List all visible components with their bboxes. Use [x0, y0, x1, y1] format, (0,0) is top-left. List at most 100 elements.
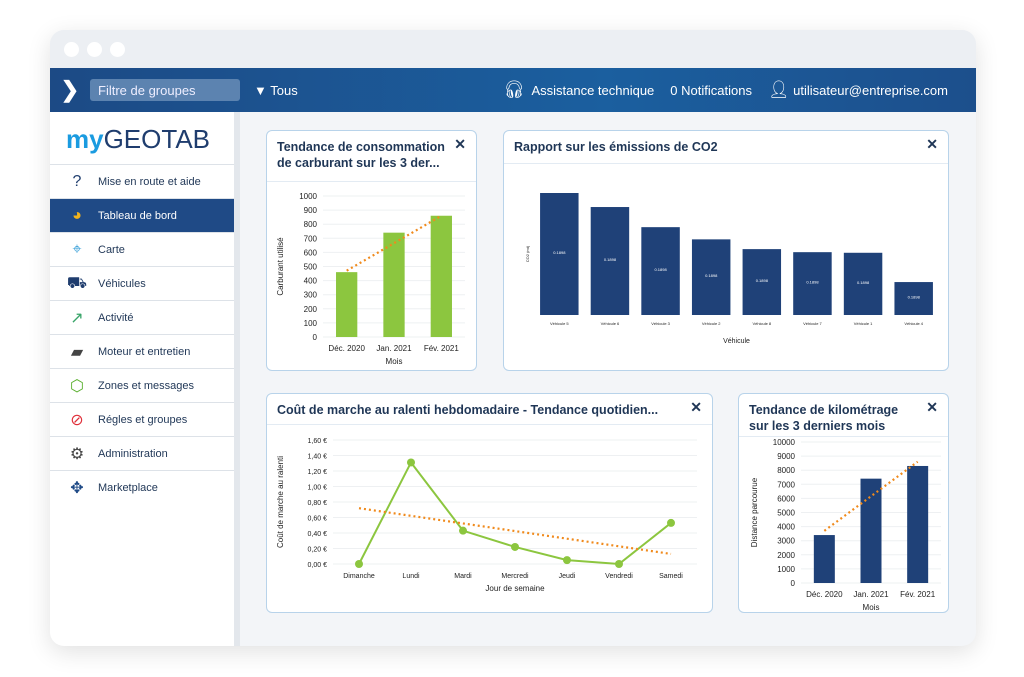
user-menu[interactable]: 👤︎ utilisateur@entreprise.com — [768, 80, 948, 100]
close-icon[interactable]: ✕ — [690, 399, 702, 415]
group-dropdown[interactable]: ▼ Tous — [254, 83, 298, 98]
map-icon: ⌖ — [72, 240, 82, 258]
x-tick-label: Lundi — [402, 573, 420, 580]
y-tick-label: 1,00 € — [308, 485, 328, 492]
window-dot[interactable] — [110, 41, 125, 57]
sidebar-item-label: Activité — [98, 311, 134, 324]
idle-cost-card: Coût de marche au ralenti hebdomadaire -… — [266, 393, 713, 613]
y-tick-label: 9000 — [777, 452, 795, 461]
logo-my: my — [66, 124, 104, 154]
bar-value-label: 0.1898 — [857, 280, 870, 285]
sidebar-item[interactable]: ⬡ Zones et messages — [50, 368, 234, 402]
y-tick-label: 7000 — [777, 480, 795, 489]
y-tick-label: 1,60 € — [308, 438, 328, 445]
x-tick-label: Véhicule 2 — [702, 321, 721, 326]
sidebar-item[interactable]: ⌖ Carte — [50, 232, 234, 266]
y-tick-label: 400 — [304, 277, 318, 286]
y-tick-label: 0,60 € — [308, 516, 328, 523]
sidebar-item[interactable]: ✥ Marketplace — [50, 470, 234, 504]
sidebar-item-label: Carte — [98, 243, 125, 256]
sidebar-item[interactable]: ? Mise en route et aide — [50, 164, 234, 198]
y-tick-label: 100 — [304, 319, 318, 328]
bar — [843, 252, 883, 315]
sidebar-item-label: Marketplace — [98, 481, 158, 494]
support-label: Assistance technique — [531, 83, 655, 98]
y-tick-label: 0 — [313, 333, 318, 342]
window-dot[interactable] — [64, 41, 79, 57]
sidebar-item[interactable]: ◕ Tableau de bord — [50, 198, 234, 232]
y-tick-label: 300 — [304, 291, 318, 300]
y-tick-label: 2000 — [777, 551, 795, 560]
support-link[interactable]: 🎧︎ Assistance technique — [503, 80, 654, 100]
x-tick-label: Mardi — [454, 573, 472, 580]
gear-icon: ⚙ — [69, 445, 85, 463]
window-titlebar — [50, 30, 976, 68]
x-tick-label: Samedi — [659, 573, 683, 580]
sidebar-item[interactable]: ⚙ Administration — [50, 436, 234, 470]
data-point — [511, 542, 519, 551]
data-point — [355, 560, 363, 568]
close-icon[interactable]: ✕ — [454, 136, 466, 152]
sidebar-item-label: Régles et groupes — [98, 413, 188, 426]
fuel-trend-card: Tendance de consommation de carburant sur… — [266, 130, 477, 371]
truck-icon: ⛟ — [66, 274, 88, 292]
bar — [860, 478, 882, 583]
y-tick-label: 1,20 € — [308, 469, 328, 476]
y-axis-title: Coût de marche au ralenti — [276, 456, 285, 548]
card-title: Coût de marche au ralenti hebdomadaire -… — [277, 403, 659, 417]
sidebar-item-label: Moteur et entretien — [98, 345, 191, 358]
headset-icon: 🎧︎ — [503, 80, 525, 99]
rules-icon: ⊘ — [70, 411, 84, 429]
x-tick-label: Jeudi — [559, 573, 576, 580]
sidebar-item[interactable]: ↗ Activité — [50, 300, 234, 334]
y-tick-label: 1000 — [299, 192, 317, 201]
y-tick-label: 600 — [304, 248, 318, 257]
y-tick-label: 0,00 € — [308, 562, 328, 569]
x-tick-label: Fév. 2021 — [424, 344, 460, 353]
sidebar-item[interactable]: ⛟ Véhicules — [50, 266, 234, 300]
close-icon[interactable]: ✕ — [926, 136, 938, 152]
y-tick-label: 0,80 € — [308, 500, 328, 507]
sidebar-item-label: Tableau de bord — [98, 209, 177, 222]
x-tick-label: Déc. 2020 — [328, 344, 365, 353]
data-point — [667, 518, 675, 527]
card-title: sur les 3 derniers mois — [749, 419, 886, 433]
x-tick-label: Véhicule 4 — [904, 321, 923, 326]
y-tick-label: 5000 — [777, 509, 795, 518]
y-axis-title: Carburant utilisé — [276, 237, 285, 296]
mileage-trend-card: Tendance de kilométrage sur les 3 dernier… — [738, 393, 949, 613]
y-tick-label: 4000 — [777, 523, 795, 532]
y-axis-title: Distance parcourue — [750, 477, 759, 547]
window-dot[interactable] — [87, 41, 102, 57]
notifications-link[interactable]: 0 Notifications — [670, 82, 752, 98]
data-point — [459, 526, 467, 535]
trend-line — [346, 214, 442, 272]
bar — [691, 239, 731, 315]
logo-geotab: GEOTAB — [103, 124, 211, 154]
x-axis-title: Jour de semaine — [485, 584, 545, 593]
y-tick-label: 1,40 € — [308, 454, 328, 461]
bar — [894, 282, 933, 315]
marketplace-icon: ✥ — [70, 479, 84, 497]
x-tick-label: Véhicule 1 — [854, 321, 873, 326]
bar-value-label: 0.1898 — [756, 278, 769, 283]
group-filter-input[interactable]: Filtre de groupes — [90, 79, 240, 101]
close-icon[interactable]: ✕ — [926, 399, 938, 415]
bar — [641, 227, 680, 315]
group-value: Tous — [270, 82, 298, 98]
bar — [907, 465, 929, 583]
sidebar-item[interactable]: ▰ Moteur et entretien — [50, 334, 234, 368]
x-axis-title: Mois — [386, 357, 403, 366]
sidebar-item[interactable]: ⊘ Régles et groupes — [50, 402, 234, 436]
x-tick-label: Véhicule 6 — [601, 321, 620, 326]
trend-line — [823, 460, 919, 532]
x-tick-label: Vendredi — [605, 573, 633, 580]
mygeotab-logo[interactable]: myGEOTAB — [50, 112, 234, 164]
y-tick-label: 900 — [304, 206, 318, 215]
card-title: Tendance de consommation — [277, 140, 445, 154]
help-icon: ? — [72, 172, 82, 190]
expand-chevron-icon[interactable]: ❯ — [60, 77, 80, 102]
bar — [383, 232, 405, 337]
y-tick-label: 0,40 € — [308, 531, 328, 538]
y-tick-label: 800 — [304, 220, 318, 229]
